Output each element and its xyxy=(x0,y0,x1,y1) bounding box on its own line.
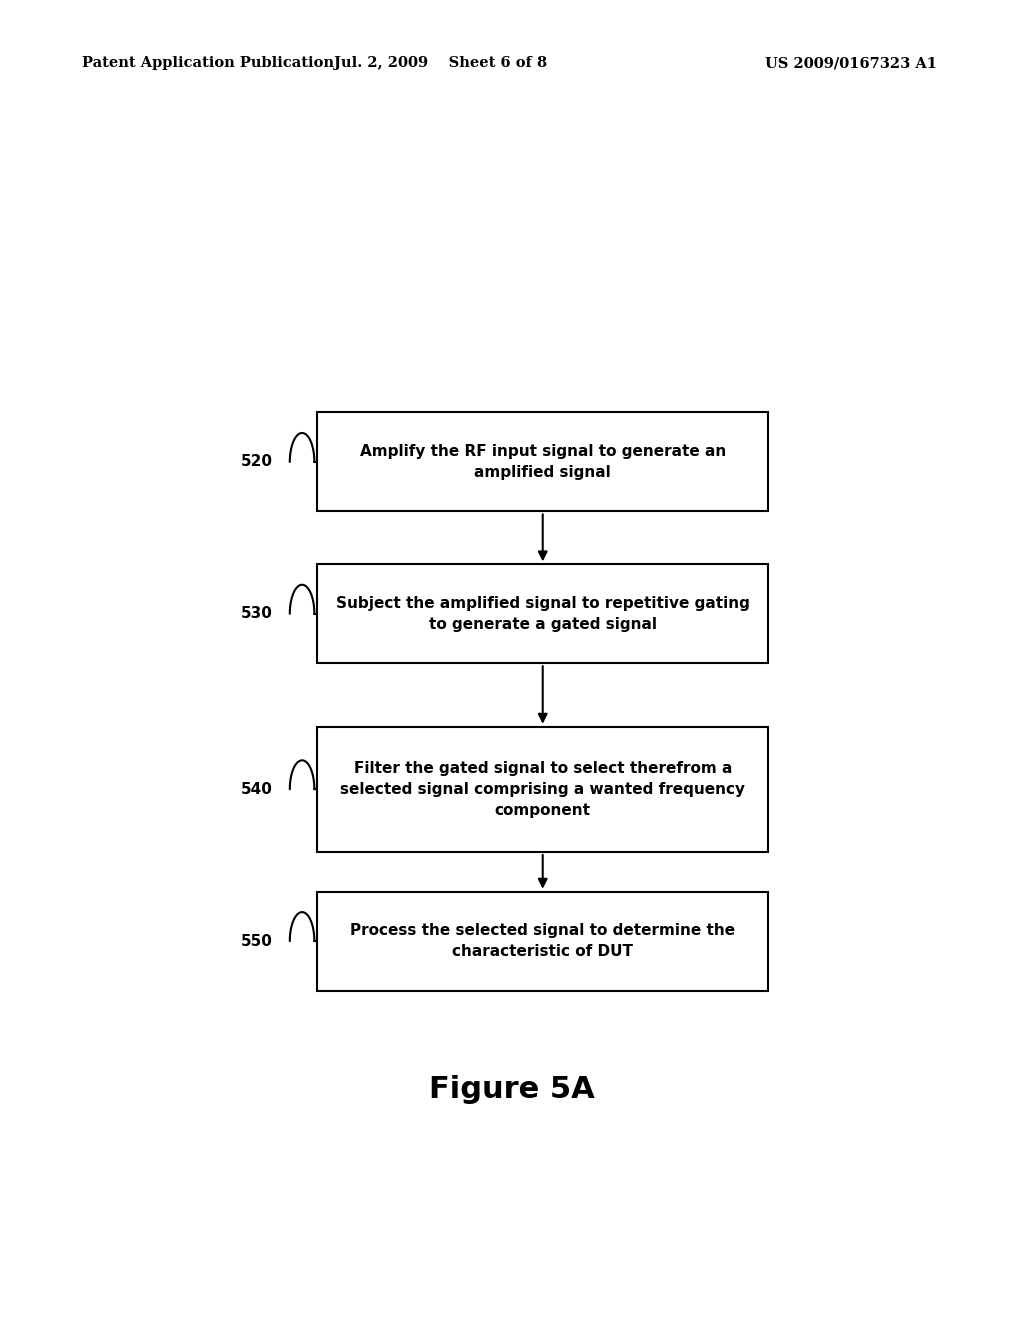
Text: Process the selected signal to determine the
characteristic of DUT: Process the selected signal to determine… xyxy=(350,923,735,960)
Text: 520: 520 xyxy=(241,454,272,470)
Bar xyxy=(317,412,768,511)
Bar xyxy=(317,726,768,853)
Text: Amplify the RF input signal to generate an
amplified signal: Amplify the RF input signal to generate … xyxy=(359,444,726,480)
Text: US 2009/0167323 A1: US 2009/0167323 A1 xyxy=(765,57,937,70)
Text: Patent Application Publication: Patent Application Publication xyxy=(82,57,334,70)
Text: Figure 5A: Figure 5A xyxy=(429,1074,595,1104)
Text: Subject the amplified signal to repetitive gating
to generate a gated signal: Subject the amplified signal to repetiti… xyxy=(336,595,750,632)
Text: Filter the gated signal to select therefrom a
selected signal comprising a wante: Filter the gated signal to select theref… xyxy=(340,760,745,818)
Bar xyxy=(317,565,768,663)
Bar xyxy=(317,892,768,990)
Text: 540: 540 xyxy=(241,781,272,797)
Text: 550: 550 xyxy=(241,933,272,949)
Text: 530: 530 xyxy=(241,606,272,622)
Text: Jul. 2, 2009    Sheet 6 of 8: Jul. 2, 2009 Sheet 6 of 8 xyxy=(334,57,547,70)
